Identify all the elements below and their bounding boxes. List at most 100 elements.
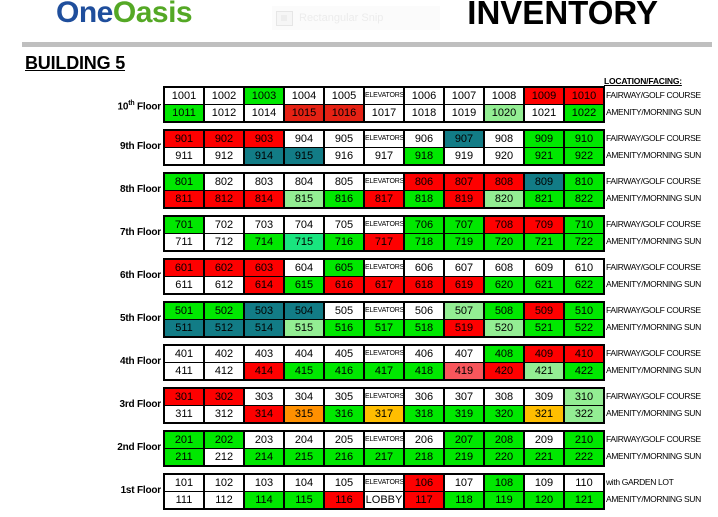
unit-cell[interactable]: 308 [484,389,524,405]
unit-cell[interactable]: 614 [244,277,284,293]
unit-cell[interactable]: 114 [244,492,284,508]
elevators-cell[interactable]: ELEVATORS [364,346,404,362]
unit-cell[interactable]: 707 [444,217,484,233]
unit-cell[interactable]: 902 [204,131,244,147]
unit-cell[interactable]: 1021 [524,105,564,121]
unit-cell[interactable]: 918 [404,148,444,164]
unit-cell[interactable]: 221 [524,449,564,465]
unit-cell[interactable]: 709 [524,217,564,233]
unit-cell[interactable]: 121 [564,492,603,508]
unit-cell[interactable]: 217 [364,449,404,465]
unit-cell[interactable]: 818 [404,191,444,207]
unit-cell[interactable]: 919 [444,148,484,164]
unit-cell[interactable]: 609 [524,260,564,276]
unit-cell[interactable]: 917 [364,148,404,164]
unit-cell[interactable]: 608 [484,260,524,276]
unit-cell[interactable]: 507 [444,303,484,319]
unit-cell[interactable]: 404 [284,346,324,362]
unit-cell[interactable]: 914 [244,148,284,164]
unit-cell[interactable]: 911 [165,148,204,164]
unit-cell[interactable]: 1020 [484,105,524,121]
unit-cell[interactable]: 403 [244,346,284,362]
unit-cell[interactable]: 808 [484,174,524,190]
unit-cell[interactable]: 306 [404,389,444,405]
unit-cell[interactable]: 508 [484,303,524,319]
unit-cell[interactable]: 409 [524,346,564,362]
elevators-cell[interactable]: ELEVATORS [364,131,404,147]
unit-cell[interactable]: 1022 [564,105,603,121]
unit-cell[interactable]: 504 [284,303,324,319]
unit-cell[interactable]: 907 [444,131,484,147]
unit-cell[interactable]: 920 [484,148,524,164]
elevators-cell[interactable]: ELEVATORS [364,217,404,233]
unit-cell[interactable]: 304 [284,389,324,405]
unit-cell[interactable]: 821 [524,191,564,207]
unit-cell[interactable]: 318 [404,406,444,422]
unit-cell[interactable]: 905 [324,131,364,147]
unit-cell[interactable]: 815 [284,191,324,207]
unit-cell[interactable]: 517 [364,320,404,336]
unit-cell[interactable]: 605 [324,260,364,276]
unit-cell[interactable]: 502 [204,303,244,319]
unit-cell[interactable]: 904 [284,131,324,147]
unit-cell[interactable]: 407 [444,346,484,362]
unit-cell[interactable]: 601 [165,260,204,276]
unit-cell[interactable]: 816 [324,191,364,207]
unit-cell[interactable]: 602 [204,260,244,276]
unit-cell[interactable]: 505 [324,303,364,319]
unit-cell[interactable]: 419 [444,363,484,379]
unit-cell[interactable]: 410 [564,346,603,362]
unit-cell[interactable]: 105 [324,475,364,491]
unit-cell[interactable]: 320 [484,406,524,422]
unit-cell[interactable]: 216 [324,449,364,465]
unit-cell[interactable]: 616 [324,277,364,293]
unit-cell[interactable]: 922 [564,148,603,164]
unit-cell[interactable]: 222 [564,449,603,465]
unit-cell[interactable]: 210 [564,432,603,448]
unit-cell[interactable]: 720 [484,234,524,250]
unit-cell[interactable]: 420 [484,363,524,379]
unit-cell[interactable]: 512 [204,320,244,336]
unit-cell[interactable]: 202 [204,432,244,448]
unit-cell[interactable]: 319 [444,406,484,422]
unit-cell[interactable]: 302 [204,389,244,405]
unit-cell[interactable]: 211 [165,449,204,465]
unit-cell[interactable]: 514 [244,320,284,336]
unit-cell[interactable]: 103 [244,475,284,491]
unit-cell[interactable]: 622 [564,277,603,293]
unit-cell[interactable]: 215 [284,449,324,465]
unit-cell[interactable]: 509 [524,303,564,319]
unit-cell[interactable]: 814 [244,191,284,207]
unit-cell[interactable]: 506 [404,303,444,319]
unit-cell[interactable]: 701 [165,217,204,233]
unit-cell[interactable]: 311 [165,406,204,422]
unit-cell[interactable]: 212 [204,449,244,465]
unit-cell[interactable]: 909 [524,131,564,147]
unit-cell[interactable]: 802 [204,174,244,190]
unit-cell[interactable]: 117 [404,492,444,508]
elevators-cell[interactable]: ELEVATORS [364,432,404,448]
unit-cell[interactable]: 719 [444,234,484,250]
unit-cell[interactable]: 617 [364,277,404,293]
unit-cell[interactable]: 710 [564,217,603,233]
unit-cell[interactable]: 1009 [524,88,564,104]
unit-cell[interactable]: 809 [524,174,564,190]
unit-cell[interactable]: 417 [364,363,404,379]
unit-cell[interactable]: 915 [284,148,324,164]
unit-cell[interactable]: 820 [484,191,524,207]
elevators-cell[interactable]: ELEVATORS [364,475,404,491]
unit-cell[interactable]: 817 [364,191,404,207]
unit-cell[interactable]: 811 [165,191,204,207]
unit-cell[interactable]: 621 [524,277,564,293]
unit-cell[interactable]: 1014 [244,105,284,121]
unit-cell[interactable]: 503 [244,303,284,319]
unit-cell[interactable]: 110 [564,475,603,491]
unit-cell[interactable]: 916 [324,148,364,164]
unit-cell[interactable]: 321 [524,406,564,422]
unit-cell[interactable]: 704 [284,217,324,233]
unit-cell[interactable]: 1003 [244,88,284,104]
unit-cell[interactable]: 803 [244,174,284,190]
unit-cell[interactable]: 422 [564,363,603,379]
unit-cell[interactable]: 810 [564,174,603,190]
elevators-cell[interactable]: ELEVATORS [364,174,404,190]
